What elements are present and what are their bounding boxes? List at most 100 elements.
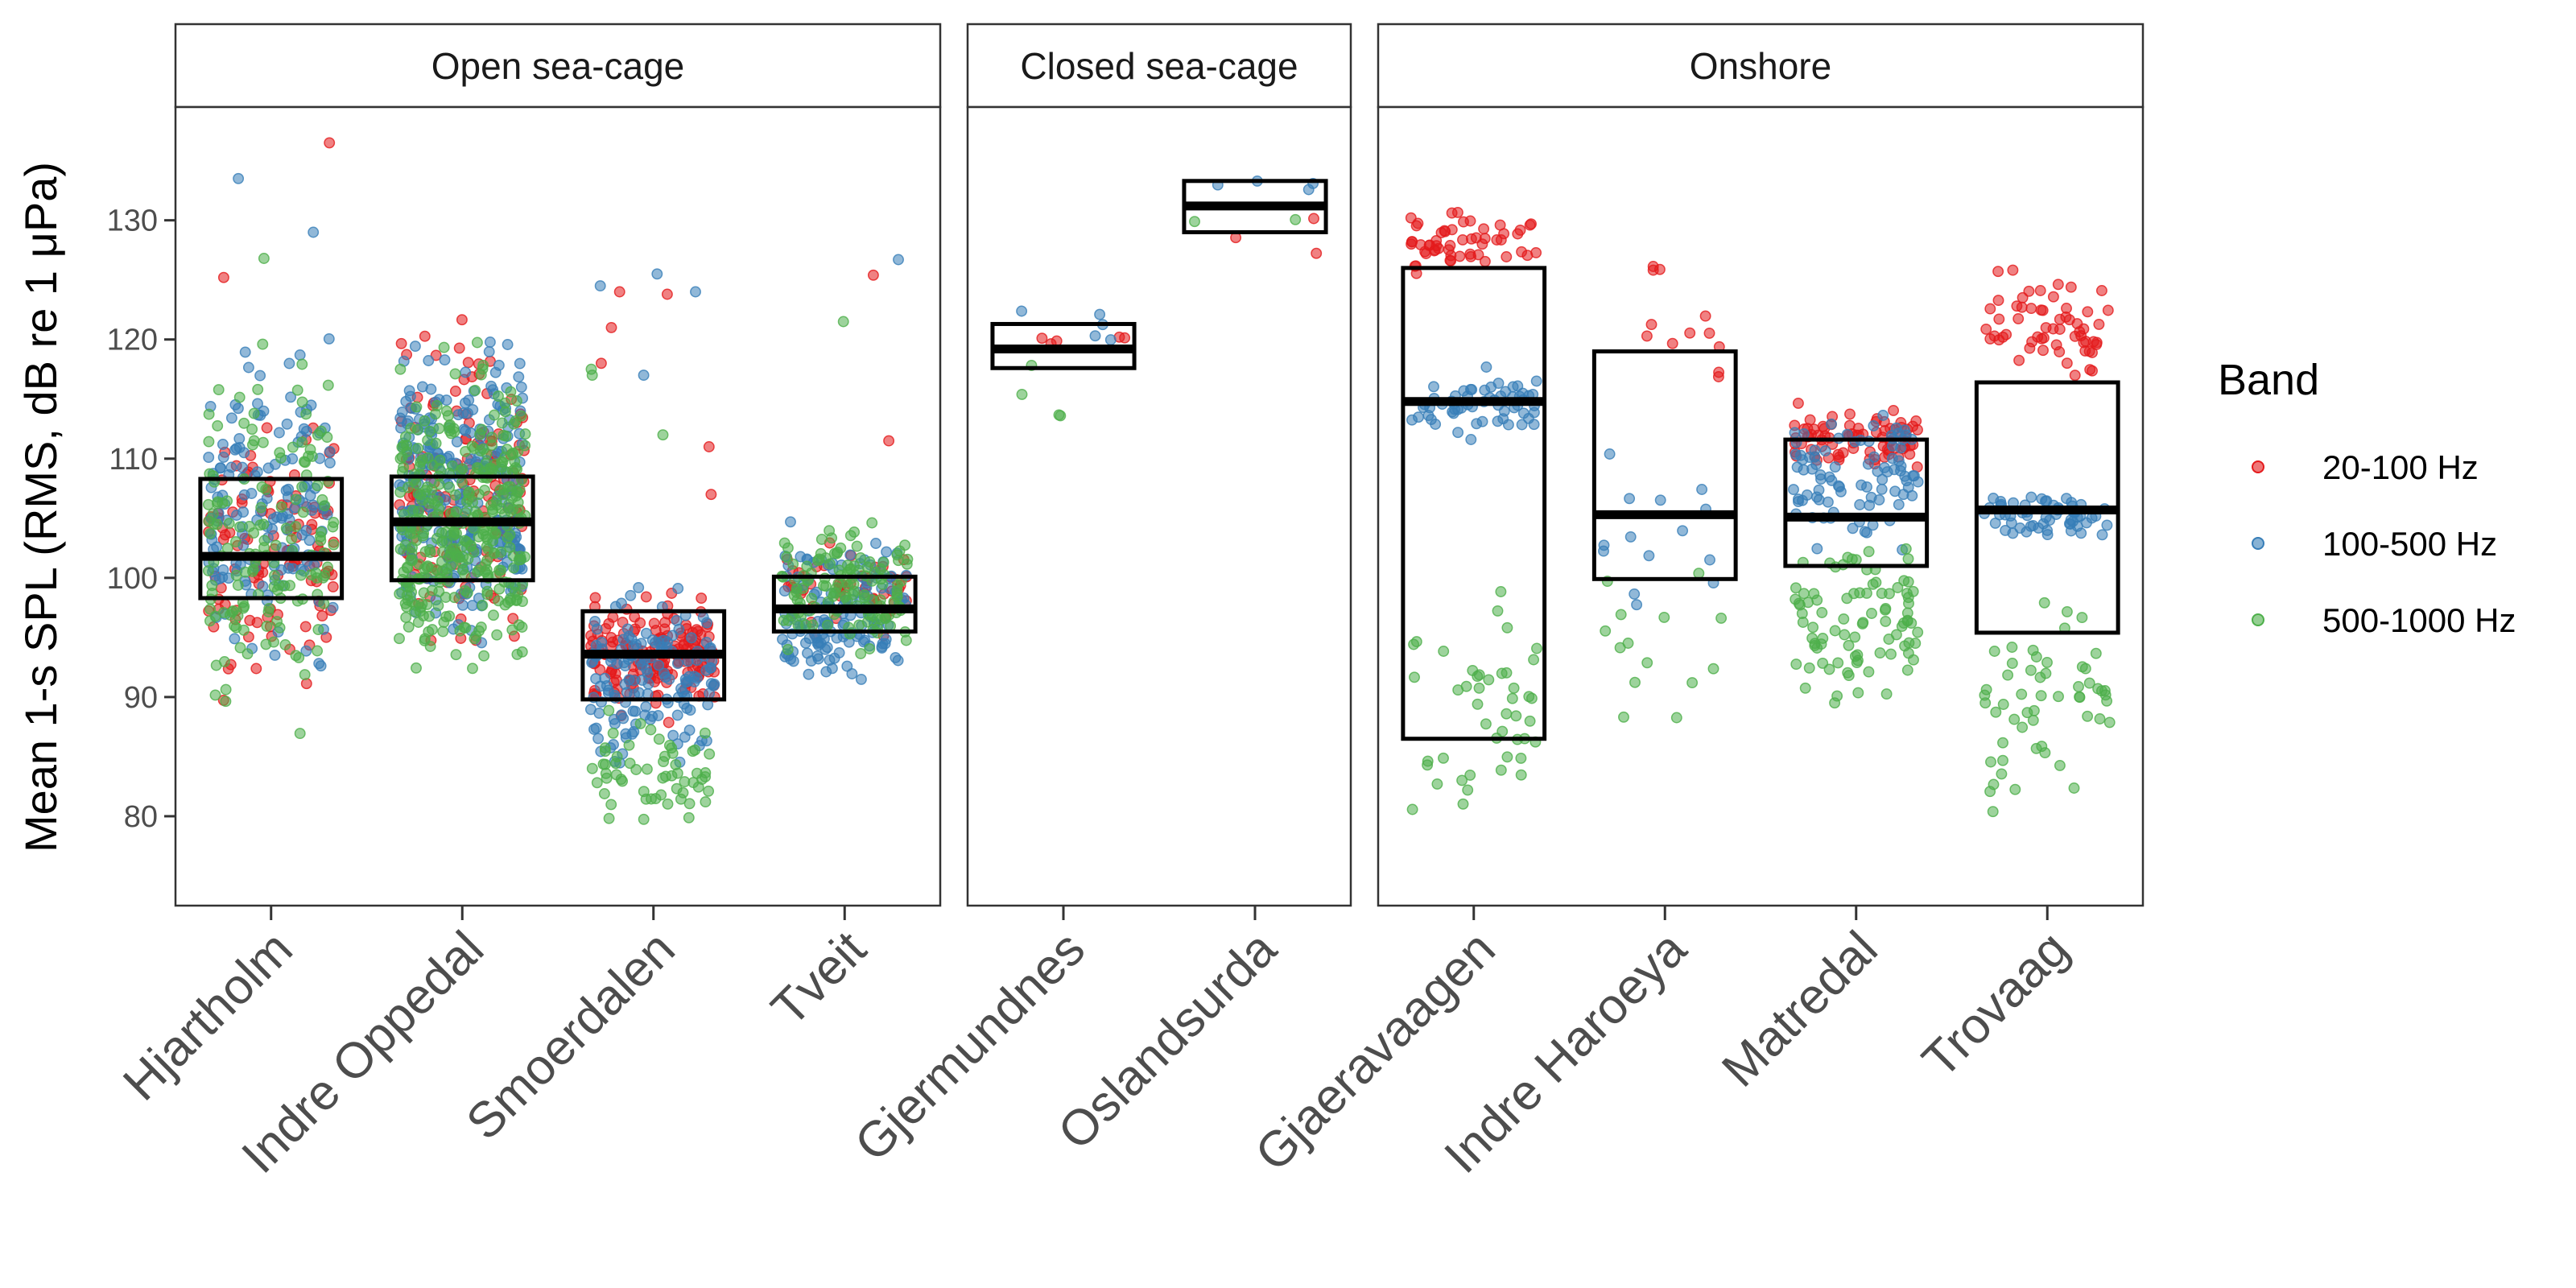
data-point	[2016, 688, 2028, 700]
data-point	[1409, 671, 1420, 683]
data-point	[1412, 217, 1424, 229]
data-point	[437, 625, 449, 638]
data-point	[778, 537, 791, 549]
data-point	[419, 330, 431, 342]
data-point	[239, 346, 251, 358]
y-axis-title: Mean 1-s SPL (RMS, dB re 1 μPa)	[15, 162, 66, 852]
legend-label: 100-500 Hz	[2322, 525, 2497, 563]
data-point	[636, 675, 648, 686]
data-point	[599, 745, 611, 758]
data-point	[423, 355, 435, 366]
data-point	[2025, 303, 2037, 315]
data-point	[2082, 306, 2094, 318]
data-point	[641, 763, 653, 775]
data-point	[266, 523, 278, 535]
data-point	[396, 441, 408, 453]
data-point	[2006, 642, 2018, 653]
data-point	[279, 639, 291, 650]
data-point	[1993, 313, 2005, 325]
data-point	[473, 625, 485, 637]
data-point	[630, 638, 642, 650]
data-point	[1618, 711, 1629, 723]
data-point	[683, 724, 696, 737]
legend-key	[2252, 613, 2264, 626]
data-point	[657, 772, 669, 784]
data-point	[877, 638, 889, 650]
data-point	[824, 525, 836, 537]
data-point	[217, 497, 229, 509]
data-point	[479, 485, 490, 497]
data-point	[312, 624, 324, 636]
data-point	[1686, 677, 1699, 689]
data-point	[294, 728, 306, 740]
data-point	[2040, 322, 2052, 334]
data-point	[699, 727, 711, 739]
data-point	[207, 508, 219, 520]
data-point	[1438, 646, 1450, 657]
data-point	[287, 452, 299, 464]
data-point	[2083, 677, 2095, 689]
data-point	[232, 580, 244, 591]
data-point	[609, 718, 621, 729]
data-point	[242, 648, 254, 660]
data-point	[286, 533, 298, 545]
data-point	[504, 542, 516, 554]
data-point	[885, 620, 897, 632]
data-point	[510, 595, 522, 607]
data-point	[833, 646, 845, 658]
data-point	[601, 679, 613, 691]
data-point	[1465, 233, 1477, 245]
group-oslandsurda	[1182, 175, 1328, 259]
data-point	[270, 539, 282, 551]
data-point	[2061, 605, 2073, 617]
data-point	[202, 498, 214, 510]
data-point	[607, 727, 619, 739]
data-point	[506, 503, 518, 515]
data-point	[841, 660, 853, 672]
data-point	[867, 269, 879, 281]
group-gjermundnes	[990, 305, 1137, 422]
data-point	[671, 614, 683, 626]
data-point	[818, 580, 829, 592]
data-point	[270, 511, 283, 523]
data-point	[494, 484, 506, 496]
data-point	[1598, 539, 1610, 551]
data-point	[607, 611, 619, 623]
data-point	[1515, 752, 1527, 764]
data-point	[2009, 783, 2021, 795]
data-point	[283, 562, 295, 574]
data-point	[2000, 524, 2012, 536]
data-point	[506, 624, 518, 636]
data-point	[1897, 489, 1909, 501]
data-point	[799, 637, 811, 649]
data-point	[1846, 553, 1858, 565]
data-point	[257, 338, 269, 350]
data-point	[1874, 647, 1886, 659]
y-tick-label: 90	[124, 681, 158, 715]
data-point	[467, 663, 478, 675]
data-point	[1810, 459, 1823, 471]
data-point	[323, 332, 335, 345]
group-gjaeravaagen	[1401, 206, 1547, 815]
data-point	[594, 280, 606, 292]
data-point	[661, 288, 673, 300]
data-point	[204, 527, 216, 539]
data-point	[1696, 484, 1708, 495]
data-point	[686, 632, 697, 644]
data-point	[588, 724, 600, 735]
data-point	[1496, 667, 1508, 679]
data-point	[439, 354, 451, 366]
data-point	[1524, 715, 1536, 727]
data-point	[1901, 588, 1913, 600]
data-point	[211, 518, 223, 530]
data-point	[436, 546, 448, 558]
data-point	[848, 560, 861, 572]
data-point	[280, 485, 292, 497]
data-point	[2033, 522, 2045, 534]
data-point	[502, 532, 514, 544]
data-point	[1854, 499, 1866, 510]
data-point	[1501, 708, 1513, 720]
data-point	[513, 371, 525, 383]
data-point	[1903, 637, 1915, 649]
